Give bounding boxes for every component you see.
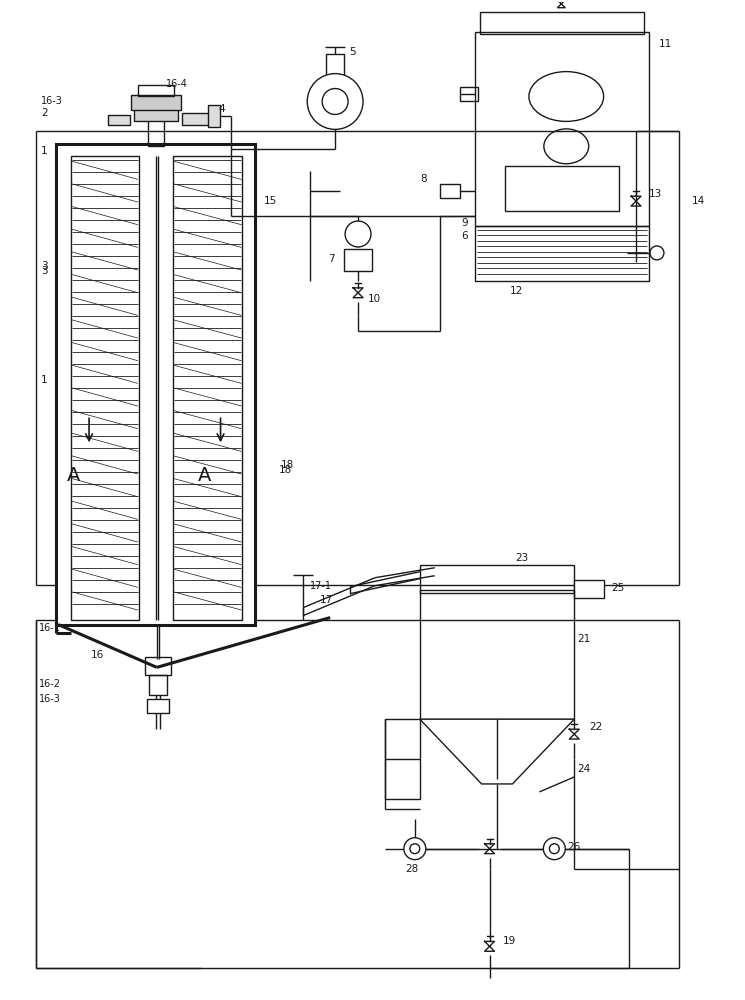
Text: 28: 28 xyxy=(405,864,418,874)
Bar xyxy=(480,12,644,34)
Bar xyxy=(208,105,220,127)
Ellipse shape xyxy=(529,72,603,121)
Text: 25: 25 xyxy=(611,583,624,593)
Text: 1: 1 xyxy=(41,375,48,385)
Bar xyxy=(147,699,169,713)
Bar xyxy=(138,85,174,96)
Text: 5: 5 xyxy=(349,47,355,57)
Text: 16-4: 16-4 xyxy=(166,79,188,89)
Circle shape xyxy=(307,74,363,129)
Circle shape xyxy=(410,844,419,854)
Text: 3: 3 xyxy=(41,266,48,276)
Bar xyxy=(420,565,574,593)
Bar xyxy=(145,657,171,675)
Text: 18: 18 xyxy=(279,465,291,475)
Polygon shape xyxy=(420,719,574,784)
Bar xyxy=(56,144,256,625)
Text: 17: 17 xyxy=(320,595,334,605)
Circle shape xyxy=(345,221,371,247)
Bar xyxy=(385,719,420,799)
Text: 1: 1 xyxy=(41,146,48,156)
Bar xyxy=(574,580,604,598)
Text: 14: 14 xyxy=(692,196,705,206)
Text: 18: 18 xyxy=(280,460,294,470)
Circle shape xyxy=(543,838,565,860)
Text: 24: 24 xyxy=(577,764,591,774)
Text: 21: 21 xyxy=(577,634,591,644)
Text: 8: 8 xyxy=(420,174,426,184)
Text: 9: 9 xyxy=(462,218,469,228)
Text: A: A xyxy=(66,466,80,485)
Text: 26: 26 xyxy=(567,842,580,852)
Text: A: A xyxy=(198,466,212,485)
Circle shape xyxy=(322,89,348,114)
Bar xyxy=(148,116,164,146)
Text: 10: 10 xyxy=(368,294,381,304)
Bar xyxy=(420,590,574,719)
Circle shape xyxy=(650,246,664,260)
Text: 16-2: 16-2 xyxy=(39,679,61,689)
Bar xyxy=(108,115,130,125)
Circle shape xyxy=(404,838,426,860)
Text: 2: 2 xyxy=(41,108,48,118)
Text: 4: 4 xyxy=(218,104,225,114)
Text: 11: 11 xyxy=(659,39,672,49)
Text: 3: 3 xyxy=(41,261,48,271)
Text: 12: 12 xyxy=(510,286,523,296)
Circle shape xyxy=(549,844,559,854)
Bar xyxy=(326,54,344,84)
Bar xyxy=(71,156,139,620)
Text: 13: 13 xyxy=(649,189,662,199)
Bar xyxy=(182,113,212,125)
Bar xyxy=(460,87,478,101)
Text: 19: 19 xyxy=(503,936,516,946)
Ellipse shape xyxy=(544,129,589,164)
Text: 16-3: 16-3 xyxy=(41,96,63,106)
Text: 17-1: 17-1 xyxy=(310,581,332,591)
Bar xyxy=(344,249,372,271)
Bar xyxy=(149,675,167,695)
Text: 15: 15 xyxy=(264,196,276,206)
Text: 16: 16 xyxy=(91,650,104,660)
Text: 7: 7 xyxy=(328,254,335,264)
Bar xyxy=(131,95,181,110)
Text: 6: 6 xyxy=(462,231,469,241)
Bar xyxy=(173,156,242,620)
Text: 16-1: 16-1 xyxy=(39,623,61,633)
Text: 22: 22 xyxy=(589,722,603,732)
Bar xyxy=(475,32,649,226)
Text: 16-3: 16-3 xyxy=(39,694,61,704)
Bar xyxy=(504,166,619,211)
Text: 23: 23 xyxy=(516,553,529,563)
Bar xyxy=(440,184,460,198)
Bar xyxy=(134,109,178,121)
Bar xyxy=(475,226,649,281)
